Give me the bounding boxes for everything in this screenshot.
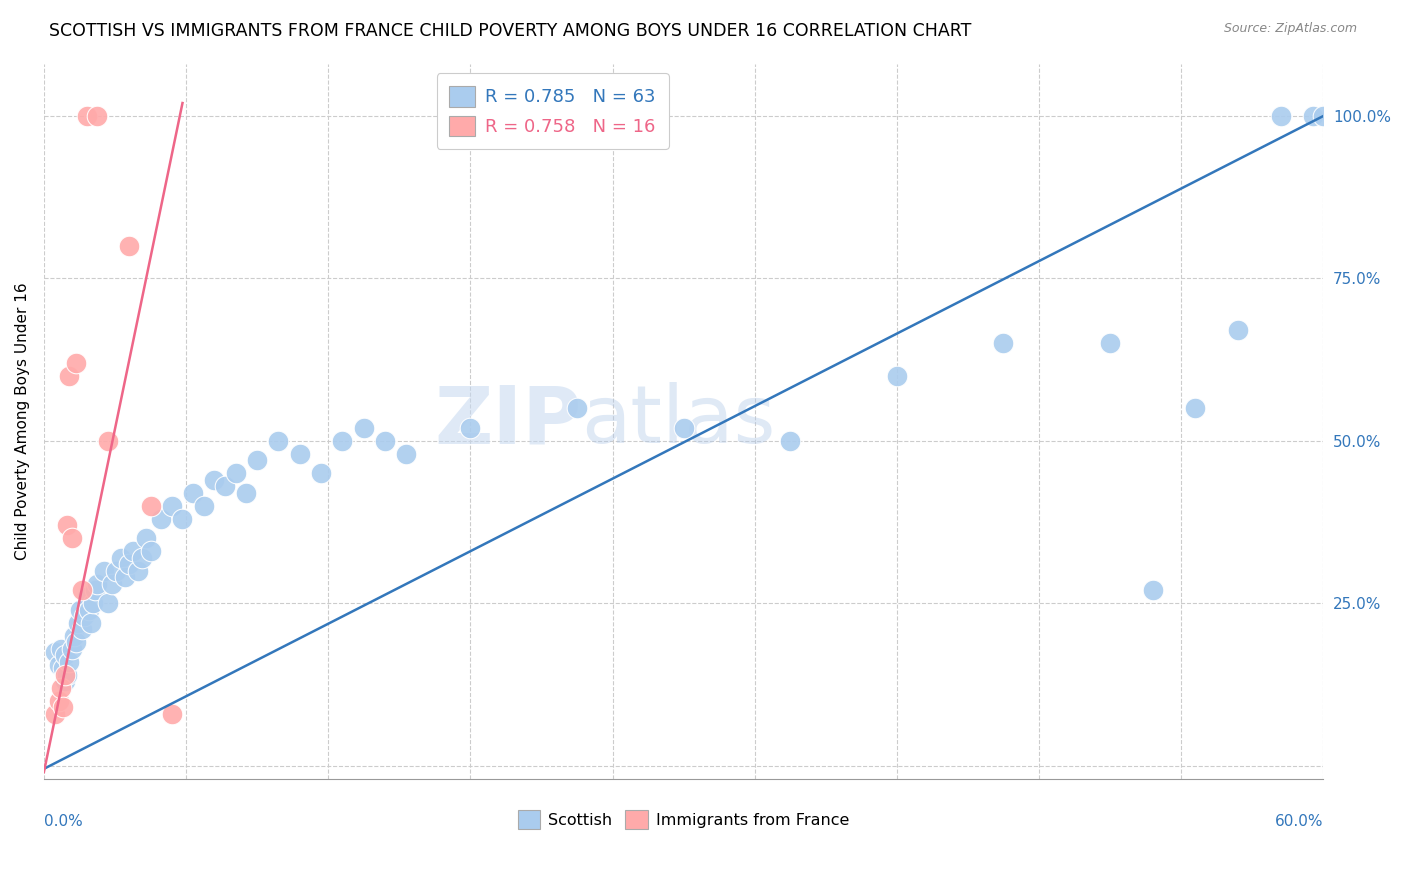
Point xyxy=(101,576,124,591)
Point xyxy=(993,336,1015,351)
Text: SCOTTISH VS IMMIGRANTS FROM FRANCE CHILD POVERTY AMONG BOYS UNDER 16 CORRELATION: SCOTTISH VS IMMIGRANTS FROM FRANCE CHILD… xyxy=(49,22,972,40)
Point xyxy=(52,661,75,675)
Point xyxy=(374,434,396,448)
Point xyxy=(332,434,354,448)
Point xyxy=(1142,583,1164,598)
Point xyxy=(105,564,128,578)
Text: ZIP: ZIP xyxy=(434,383,581,460)
Point xyxy=(122,544,145,558)
Point xyxy=(76,109,98,123)
Y-axis label: Child Poverty Among Boys Under 16: Child Poverty Among Boys Under 16 xyxy=(15,283,30,560)
Legend: Scottish, Immigrants from France: Scottish, Immigrants from France xyxy=(512,804,855,835)
Point xyxy=(1184,401,1206,416)
Point xyxy=(77,603,100,617)
Point xyxy=(131,550,153,565)
Point xyxy=(86,109,108,123)
Point xyxy=(118,239,141,253)
Point xyxy=(1227,323,1250,337)
Point xyxy=(72,583,94,598)
Point xyxy=(60,641,83,656)
Point xyxy=(44,645,66,659)
Point xyxy=(1312,109,1334,123)
Point xyxy=(53,674,76,689)
Text: atlas: atlas xyxy=(581,383,776,460)
Point xyxy=(48,657,70,672)
Text: 0.0%: 0.0% xyxy=(44,814,83,830)
Point xyxy=(288,447,311,461)
Point xyxy=(150,512,173,526)
Point xyxy=(69,603,91,617)
Text: Source: ZipAtlas.com: Source: ZipAtlas.com xyxy=(1223,22,1357,36)
Point xyxy=(86,576,108,591)
Point xyxy=(49,641,72,656)
Point xyxy=(60,531,83,545)
Point xyxy=(1302,109,1324,123)
Point xyxy=(65,635,87,649)
Point xyxy=(76,590,98,604)
Point xyxy=(565,401,588,416)
Point xyxy=(172,512,194,526)
Point xyxy=(118,558,141,572)
Point xyxy=(181,485,204,500)
Point xyxy=(1270,109,1292,123)
Point xyxy=(135,531,157,545)
Point xyxy=(80,615,103,630)
Point xyxy=(204,473,226,487)
Point xyxy=(97,434,120,448)
Point xyxy=(672,421,695,435)
Text: 60.0%: 60.0% xyxy=(1275,814,1323,830)
Point xyxy=(460,421,482,435)
Point xyxy=(235,485,257,500)
Point xyxy=(72,622,94,636)
Point xyxy=(309,467,332,481)
Point xyxy=(214,479,236,493)
Point xyxy=(267,434,290,448)
Point xyxy=(58,655,80,669)
Point xyxy=(62,629,84,643)
Point xyxy=(65,356,87,370)
Point xyxy=(53,667,76,681)
Point xyxy=(246,453,269,467)
Point xyxy=(48,693,70,707)
Point xyxy=(58,368,80,383)
Point xyxy=(139,499,162,513)
Point xyxy=(53,648,76,662)
Point xyxy=(114,570,136,584)
Point xyxy=(73,609,96,624)
Point xyxy=(93,564,115,578)
Point xyxy=(84,583,107,598)
Point xyxy=(97,596,120,610)
Point xyxy=(395,447,418,461)
Point xyxy=(779,434,801,448)
Point xyxy=(82,596,104,610)
Point xyxy=(52,700,75,714)
Point xyxy=(193,499,215,513)
Point xyxy=(886,368,908,383)
Point xyxy=(139,544,162,558)
Point xyxy=(127,564,149,578)
Point xyxy=(353,421,375,435)
Point xyxy=(44,706,66,721)
Point xyxy=(110,550,132,565)
Point xyxy=(56,518,79,533)
Point xyxy=(160,706,183,721)
Point xyxy=(160,499,183,513)
Point xyxy=(49,681,72,695)
Point xyxy=(56,667,79,681)
Point xyxy=(66,615,89,630)
Point xyxy=(1099,336,1122,351)
Point xyxy=(225,467,247,481)
